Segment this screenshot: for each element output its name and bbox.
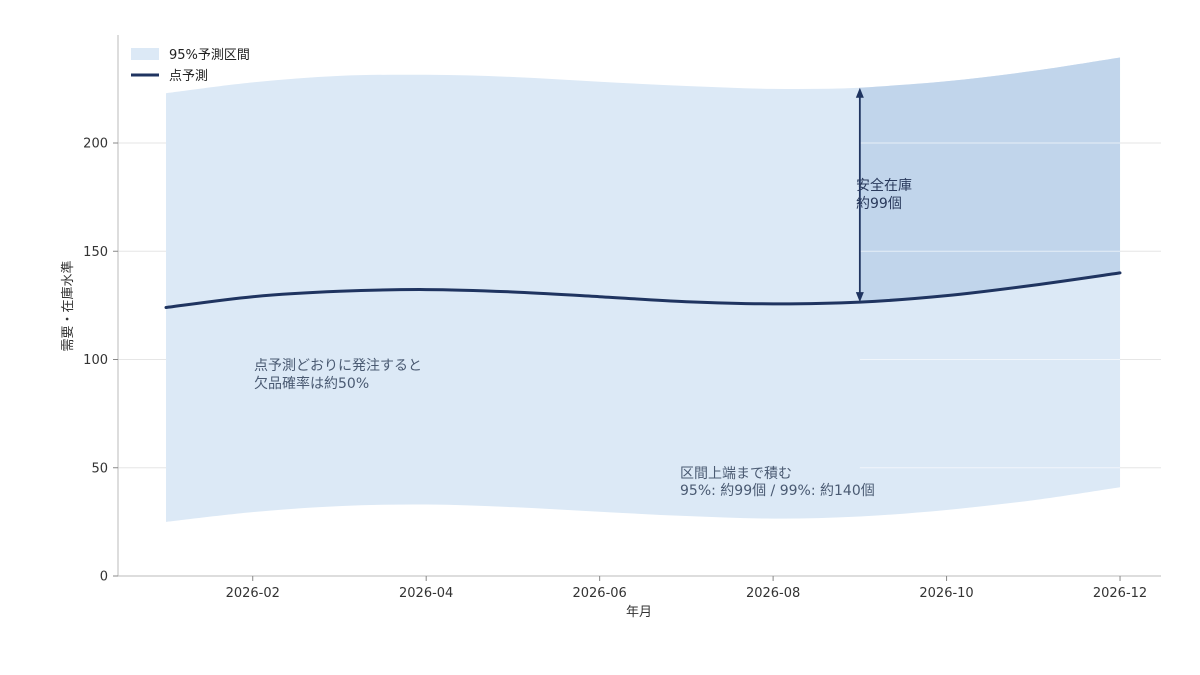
safety-stock-label: 安全在庫 約99個	[856, 177, 912, 212]
line-layer	[164, 271, 1122, 310]
x-tick-label: 2026-06	[572, 586, 626, 601]
x-tick-label: 2026-08	[746, 586, 800, 601]
x-tick-label: 2026-12	[1093, 586, 1147, 601]
y-axis-title: 需要・在庫水準	[60, 260, 76, 351]
point-forecast-note: 点予測どおりに発注すると 欠品確率は約50%	[254, 358, 422, 392]
upper-bound-note-line2: 95%: 約99個 / 99%: 約140個	[680, 483, 875, 499]
x-axis-title: 年月	[626, 605, 652, 620]
legend-swatch-band	[131, 48, 159, 60]
safety-stock-region	[859, 57, 1121, 303]
x-tick-label: 2026-02	[226, 586, 280, 601]
y-tick-label: 150	[83, 245, 108, 260]
point-forecast-note-line1: 点予測どおりに発注すると	[254, 358, 422, 374]
safety-arrow-head-top	[855, 87, 864, 98]
safety-stock-label-line2: 約99個	[856, 196, 902, 212]
y-tick-label: 100	[83, 353, 108, 368]
y-tick-label: 0	[100, 570, 108, 585]
safety-arrow-head-bottom	[855, 292, 864, 303]
legend-label-band: 95%予測区間	[169, 48, 250, 63]
upper-bound-note-line1: 区間上端まで積む	[680, 466, 792, 482]
y-tick-label: 200	[83, 137, 108, 152]
annotation-layer	[855, 87, 864, 303]
upper-bound-note: 区間上端まで積む 95%: 約99個 / 99%: 約140個	[680, 466, 875, 499]
legend-label-line: 点予測	[169, 69, 208, 84]
point-forecast-note-line2: 欠品確率は約50%	[254, 375, 369, 392]
safety-stock-label-line1: 安全在庫	[856, 177, 912, 194]
axis-layer: 0 50 100 150 200 2026-02 2026-04 2026-06 2026-08…	[83, 35, 1161, 601]
band-layer	[166, 57, 1121, 522]
y-tick-label: 50	[91, 461, 108, 476]
legend: 95%予測区間 点予測	[131, 48, 250, 84]
x-tick-label: 2026-10	[919, 586, 973, 601]
series-line-point-forecast	[164, 271, 1122, 310]
x-tick-label: 2026-04	[399, 586, 453, 601]
